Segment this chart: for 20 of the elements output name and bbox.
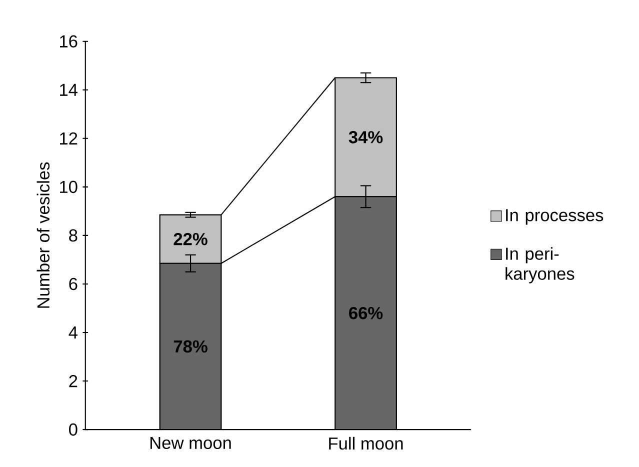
y-tick-label: 10: [60, 180, 78, 194]
x-tick-label: New moon: [150, 436, 231, 450]
y-tick-label: 4: [68, 326, 78, 339]
annotation: 66%: [349, 306, 383, 320]
legend-label: In processes: [506, 209, 604, 225]
y-axis-title: Number of vesicles: [36, 162, 50, 308]
legend-label: In peri-karyones: [506, 247, 574, 284]
annotation: 22%: [174, 233, 208, 246]
bar: [334, 196, 397, 430]
y-tick-label: 0: [69, 423, 78, 436]
bar: [160, 263, 222, 430]
annotation: 34%: [348, 131, 383, 144]
y-tick-label: 12: [60, 132, 78, 144]
y-tick-label: 2: [69, 375, 78, 388]
y-tick-label: 14: [60, 84, 78, 96]
y-tick-label: 16: [60, 35, 78, 48]
y-tick-label: 8: [69, 229, 78, 242]
annotation: 78%: [174, 340, 208, 353]
y-tick-label: 6: [69, 278, 78, 290]
x-tick-label: Full moon: [329, 436, 403, 450]
